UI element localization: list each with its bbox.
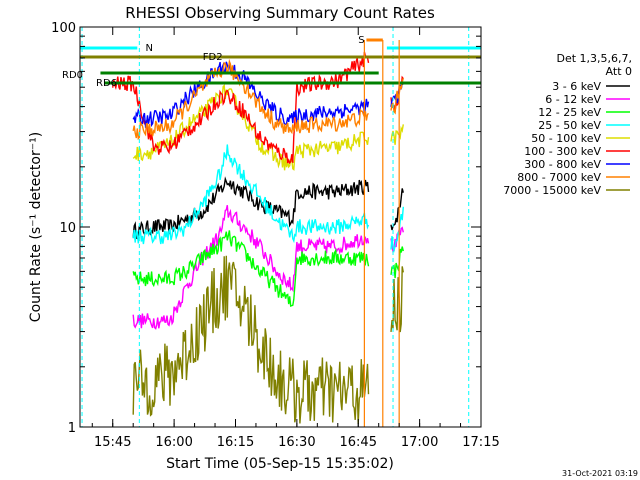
legend-label-0: 3 - 6 keV xyxy=(552,80,601,93)
legend-header-0: Det 1,3,5,6,7, xyxy=(556,52,632,65)
chart-title: RHESSI Observing Summary Count Rates xyxy=(125,4,435,22)
legend-label-3: 25 - 50 keV xyxy=(538,119,601,132)
x-axis-label: Start Time (05-Sep-15 15:35:02) xyxy=(166,456,394,472)
timestamp: 31-Oct-2021 03:19 xyxy=(562,469,638,478)
legend-label-7: 800 - 7000 keV xyxy=(517,171,601,184)
series-line-4 xyxy=(132,84,404,171)
y-axis-label: Count Rate (s⁻¹ detector⁻¹) xyxy=(28,132,44,322)
x-tick-label-3: 16:30 xyxy=(278,435,315,450)
annotation-s: S xyxy=(358,35,364,46)
x-tick-label-6: 17:15 xyxy=(462,435,499,450)
y-tick-label-1: 10 xyxy=(59,221,76,236)
series-line-2 xyxy=(132,230,404,307)
annotation-n: N xyxy=(145,43,152,54)
x-tick-label-5: 17:00 xyxy=(401,435,438,450)
legend-label-1: 6 - 12 keV xyxy=(545,93,601,106)
legend-label-2: 12 - 25 keV xyxy=(538,106,601,119)
annotation-rd0: RD0 xyxy=(62,70,83,81)
annotation-fd2: FD2 xyxy=(203,52,223,63)
y-tick-label-2: 100 xyxy=(51,21,76,36)
y-tick-label-0: 1 xyxy=(68,421,76,436)
legend-label-6: 300 - 800 keV xyxy=(524,158,601,171)
legend-label-4: 50 - 100 keV xyxy=(531,132,601,145)
legend-label-8: 7000 - 15000 keV xyxy=(503,184,601,197)
series-layer xyxy=(112,51,404,424)
series-line-3 xyxy=(132,144,404,254)
x-tick-label-2: 16:15 xyxy=(217,435,254,450)
x-tick-label-1: 16:00 xyxy=(155,435,192,450)
x-tick-label-4: 16:45 xyxy=(340,435,377,450)
legend-header-1: Att 0 xyxy=(606,65,632,78)
annotation-rd6: RD6 xyxy=(96,78,117,89)
series-line-7 xyxy=(132,58,404,141)
axis-layer: 15:45 16:00 16:15 16:30 16:45 17:00 17:15 1 10 10… xyxy=(51,21,500,450)
legend-label-5: 100 - 300 keV xyxy=(524,145,601,158)
x-tick-label-0: 15:45 xyxy=(94,435,131,450)
